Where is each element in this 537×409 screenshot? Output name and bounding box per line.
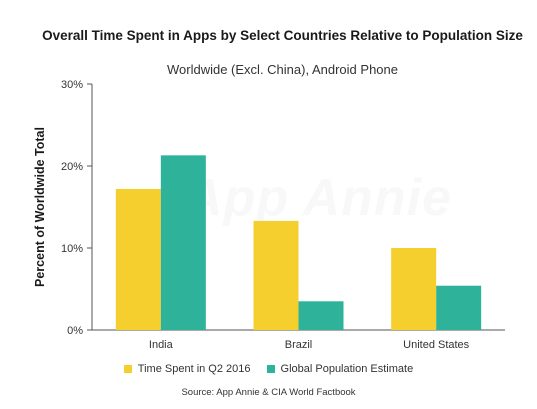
x-tick-label: United States <box>403 339 470 351</box>
bar-united-states-series-1 <box>436 285 482 330</box>
legend-label-time-spent: Time Spent in Q2 2016 <box>137 363 251 375</box>
bar-united-states-series-0 <box>391 248 437 330</box>
bar-india-series-0 <box>115 188 161 330</box>
watermark-logo: App Annie <box>185 169 453 227</box>
source-note: Source: App Annie & CIA World Factbook <box>181 387 356 398</box>
bar-brazil-series-0 <box>253 220 299 330</box>
chart-subtitle: Worldwide (Excl. China), Android Phone <box>167 62 398 77</box>
chart-legend: Time Spent in Q2 2016 Global Population … <box>0 363 537 375</box>
legend-item-time-spent: Time Spent in Q2 2016 <box>123 363 251 375</box>
x-tick-label: Brazil <box>285 339 313 351</box>
legend-item-population: Global Population Estimate <box>266 363 414 375</box>
bar-india-series-1 <box>160 155 206 330</box>
y-tick-label: 10% <box>61 243 83 255</box>
y-tick-label: 30% <box>61 79 83 91</box>
chart-title: Overall Time Spent in Apps by Select Cou… <box>42 28 523 43</box>
legend-swatch-time-spent <box>123 365 132 373</box>
legend-label-population: Global Population Estimate <box>280 363 414 375</box>
bar-brazil-series-1 <box>298 301 344 330</box>
y-tick-label: 0% <box>67 325 83 337</box>
legend-swatch-population <box>266 365 275 373</box>
y-tick-label: 20% <box>61 161 83 173</box>
x-tick-label: India <box>149 339 174 351</box>
